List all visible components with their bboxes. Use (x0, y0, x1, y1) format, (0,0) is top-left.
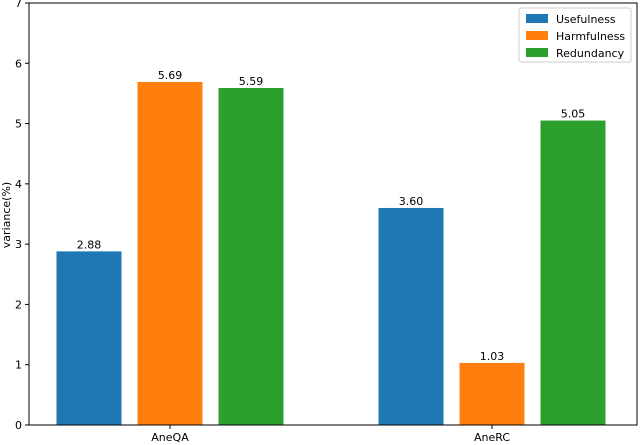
data-labels: 2.88 3.60 5.69 1.03 5.59 5.05 (77, 69, 586, 363)
legend: Usefulness Harmfulness Redundancy (518, 7, 632, 63)
legend-label-usefulness: Usefulness (556, 13, 616, 26)
y-axis-title-group: variance(%) (0, 182, 13, 248)
y-tick-label: 3 (15, 238, 22, 251)
bars (56, 81, 606, 426)
bar-harmfulness-aneqa (137, 81, 203, 425)
y-tick-label: 6 (15, 57, 22, 70)
axis-ticks: 0 1 2 3 4 5 6 7 AneQA AneRC (15, 0, 510, 444)
legend-swatch-redundancy (526, 48, 548, 57)
data-label-redundancy-aneqa: 5.59 (239, 75, 264, 88)
bar-redundancy-anerc (540, 120, 606, 426)
y-tick-label: 1 (15, 359, 22, 372)
data-label-harmfulness-anerc: 1.03 (480, 350, 505, 363)
bar-redundancy-aneqa (218, 88, 284, 425)
plot-frame (28, 2, 638, 426)
y-tick-label: 0 (15, 419, 22, 432)
legend-swatch-harmfulness (526, 31, 548, 40)
legend-swatch-usefulness (526, 14, 548, 23)
data-label-usefulness-anerc: 3.60 (399, 195, 424, 208)
y-axis-title: variance(%) (0, 182, 13, 248)
y-tick-label: 4 (15, 178, 22, 191)
legend-label-harmfulness: Harmfulness (556, 30, 625, 43)
x-tick-label-aneqa: AneQA (151, 431, 189, 444)
bar-usefulness-aneqa (56, 251, 122, 425)
data-label-harmfulness-aneqa: 5.69 (158, 69, 183, 82)
bar-usefulness-anerc (378, 207, 444, 425)
x-tick-label-anerc: AneRC (474, 431, 510, 444)
y-tick-label: 5 (15, 118, 22, 131)
bar-harmfulness-anerc (459, 362, 525, 425)
data-label-usefulness-aneqa: 2.88 (77, 238, 102, 251)
y-tick-label: 7 (15, 0, 22, 10)
y-tick-label: 2 (15, 298, 22, 311)
data-label-redundancy-anerc: 5.05 (561, 108, 586, 121)
legend-label-redundancy: Redundancy (556, 47, 625, 60)
